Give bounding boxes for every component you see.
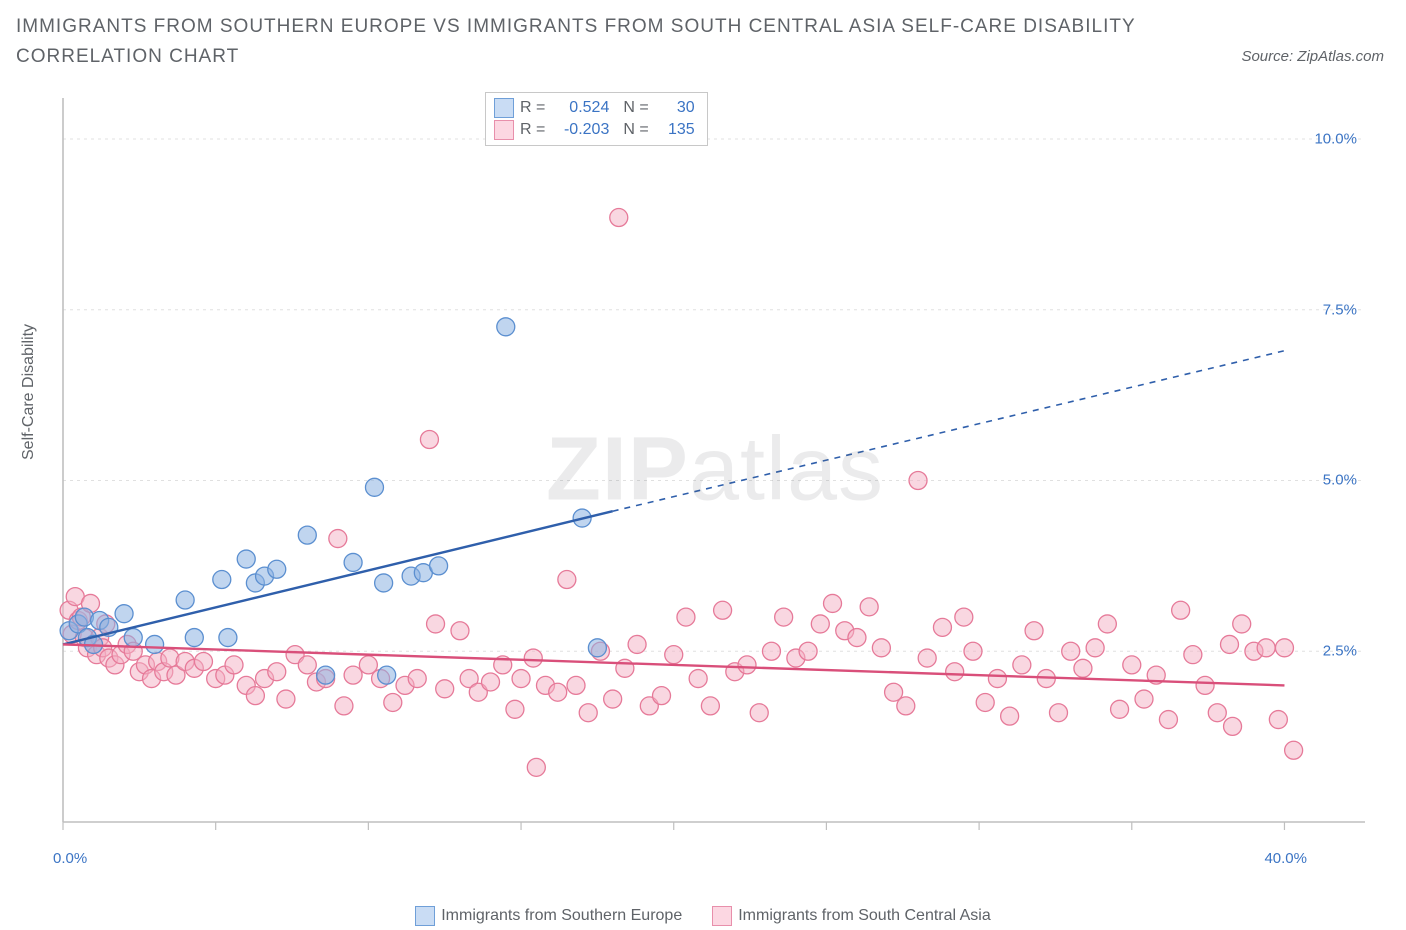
series-legend-item: Immigrants from Southern Europe xyxy=(415,906,682,926)
stats-legend-row: R = 0.524 N = 30 xyxy=(494,97,695,119)
series-legend-item: Immigrants from South Central Asia xyxy=(712,906,991,926)
series-legend-label: Immigrants from South Central Asia xyxy=(738,907,991,924)
stats-legend-row: R = -0.203 N = 135 xyxy=(494,119,695,141)
legend-n-label: N = xyxy=(623,99,648,117)
chart-title: IMMIGRANTS FROM SOUTHERN EUROPE VS IMMIG… xyxy=(16,12,1206,72)
series-legend-label: Immigrants from Southern Europe xyxy=(441,907,682,924)
stats-legend: R = 0.524 N = 30 R = -0.203 N = 135 xyxy=(485,92,708,146)
y-tick-label: 5.0% xyxy=(1323,472,1357,489)
x-tick-left: 0.0% xyxy=(53,850,87,867)
legend-swatch xyxy=(415,906,435,926)
series-legend: Immigrants from Southern Europe Immigrant… xyxy=(0,906,1406,926)
y-tick-label: 10.0% xyxy=(1314,130,1357,147)
legend-swatch xyxy=(494,98,514,118)
legend-swatch xyxy=(712,906,732,926)
legend-r-label: R = xyxy=(520,121,545,139)
chart-area: ZIPatlas R =0.524N =30R =-0.203N =135 2.… xyxy=(55,90,1375,850)
scatter-plot-svg xyxy=(55,90,1375,850)
legend-n-label: N = xyxy=(623,121,648,139)
y-axis-label: Self-Care Disability xyxy=(20,324,38,460)
legend-r-label: R = xyxy=(520,99,545,117)
source-attribution: Source: ZipAtlas.com xyxy=(1241,48,1384,65)
legend-n-value: 135 xyxy=(655,121,695,139)
legend-r-value: 0.524 xyxy=(551,99,609,117)
x-tick-right: 40.0% xyxy=(1264,850,1307,867)
legend-r-value: -0.203 xyxy=(551,121,609,139)
legend-n-value: 30 xyxy=(655,99,695,117)
y-tick-label: 2.5% xyxy=(1323,643,1357,660)
y-tick-label: 7.5% xyxy=(1323,301,1357,318)
legend-swatch xyxy=(494,120,514,140)
